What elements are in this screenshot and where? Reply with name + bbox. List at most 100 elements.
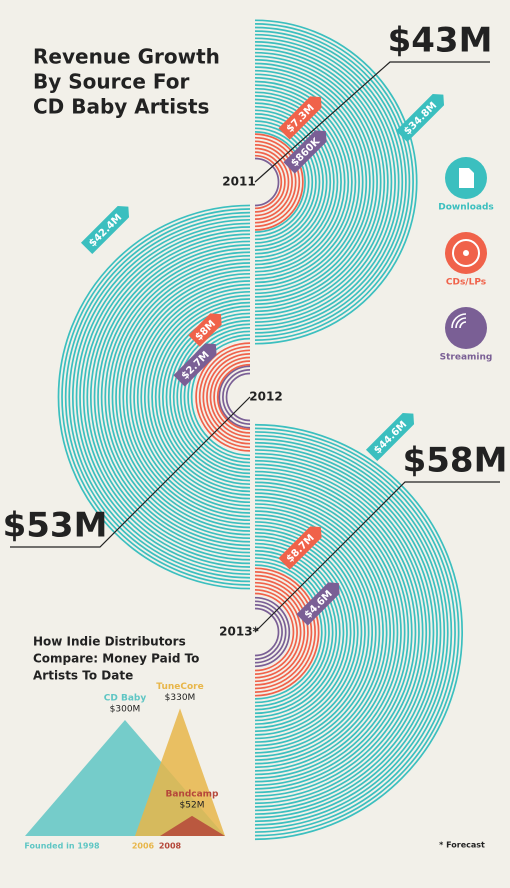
- ring: [125, 272, 251, 522]
- ring: [61, 208, 251, 586]
- ring: [254, 581, 306, 683]
- ring: [254, 571, 316, 693]
- total-label: $43M: [388, 21, 493, 61]
- ring: [254, 37, 400, 327]
- ring: [254, 98, 339, 266]
- revenue-band: [254, 596, 291, 668]
- ring: [86, 233, 251, 561]
- ring: [183, 330, 251, 464]
- ring: [140, 287, 251, 507]
- ring: [179, 326, 251, 468]
- ring: [254, 133, 304, 231]
- ring: [254, 506, 381, 758]
- cd-hole: [463, 250, 469, 256]
- revenue-band: [195, 342, 251, 452]
- ring: [111, 258, 251, 536]
- tag-shape: [80, 205, 130, 255]
- leader-line: [254, 481, 500, 633]
- ring: [254, 77, 360, 287]
- ring: [254, 127, 310, 237]
- ring: [254, 589, 298, 675]
- distributor-name: TuneCore: [156, 682, 203, 692]
- ring: [254, 80, 357, 284]
- ring: [254, 66, 371, 298]
- ring: [254, 510, 377, 754]
- ring: [198, 345, 251, 449]
- forecast-note: * Forecast: [439, 841, 485, 850]
- ring: [254, 567, 320, 697]
- ring: [254, 23, 414, 341]
- ring: [254, 560, 327, 704]
- legend-icon: [445, 307, 487, 349]
- distributor-value: $330M: [165, 693, 196, 703]
- title-line: Revenue Growth: [33, 45, 220, 69]
- distributor-start: 2006: [132, 842, 155, 851]
- ring: [254, 154, 283, 210]
- title-line: CD Baby Artists: [33, 95, 209, 119]
- ring: [254, 62, 375, 302]
- ring: [254, 585, 302, 679]
- ring: [254, 26, 411, 338]
- ring: [216, 363, 251, 431]
- ring: [254, 513, 374, 751]
- ring: [254, 459, 428, 805]
- ring: [254, 600, 287, 664]
- ring: [254, 147, 290, 217]
- year-label: 2011: [222, 175, 255, 189]
- ring: [254, 87, 350, 277]
- leader-line: [254, 61, 490, 183]
- stream-icon: [459, 321, 467, 329]
- ring: [254, 474, 413, 790]
- ring: [254, 503, 384, 761]
- value-tag: $8M: [188, 313, 222, 347]
- tag-shape: [188, 313, 222, 347]
- ring: [254, 434, 453, 830]
- revenue-band: [57, 204, 251, 590]
- ring: [254, 564, 323, 700]
- ring: [254, 30, 407, 334]
- ring: [254, 578, 309, 686]
- ring: [147, 294, 251, 500]
- ring: [254, 123, 314, 241]
- ring: [254, 438, 449, 826]
- tag-shape: [296, 582, 340, 626]
- year-label: 2012: [249, 390, 282, 404]
- value-tag: $42.4M: [80, 205, 130, 255]
- value-label: $34.8M: [402, 100, 439, 137]
- ring: [154, 301, 251, 493]
- distributor-start: Founded in 1998: [24, 842, 100, 851]
- ring: [108, 254, 251, 540]
- distributor-value: $300M: [110, 705, 141, 715]
- ring: [254, 467, 420, 797]
- ring: [254, 113, 324, 251]
- ring: [206, 353, 251, 441]
- legend-label: Downloads: [438, 203, 494, 213]
- distributor-value: $52M: [180, 800, 205, 810]
- tag-shape: [283, 130, 327, 174]
- ring: [254, 136, 301, 228]
- ring: [254, 427, 460, 837]
- total-label: $58M: [403, 441, 508, 481]
- ring: [72, 218, 251, 576]
- ring: [254, 481, 406, 783]
- revenue-band: [254, 157, 280, 207]
- year-label: 2013*: [219, 625, 259, 639]
- ring: [254, 19, 418, 345]
- ring: [254, 157, 280, 207]
- ring: [254, 441, 446, 823]
- ring: [100, 247, 251, 547]
- ring: [122, 269, 251, 525]
- ring: [118, 265, 251, 529]
- tag-shape: [395, 93, 445, 143]
- ring: [209, 356, 251, 438]
- ring: [79, 226, 251, 568]
- ring: [254, 492, 395, 772]
- ring: [254, 574, 313, 690]
- tag-shape: [278, 526, 322, 570]
- ring: [254, 470, 417, 794]
- ring: [82, 229, 251, 565]
- distributor-name: CD Baby: [104, 694, 147, 704]
- ring: [97, 244, 251, 550]
- ring: [75, 222, 251, 572]
